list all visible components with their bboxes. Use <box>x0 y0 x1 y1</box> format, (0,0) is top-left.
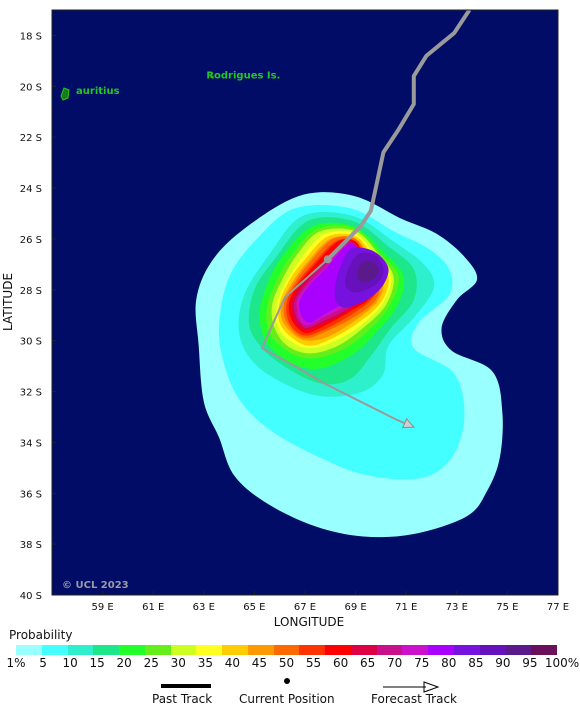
lat-tick-label: 26 S <box>20 235 42 246</box>
colorbar-label: 60 <box>332 656 349 670</box>
probability-contours <box>195 192 503 538</box>
forecast-track-line <box>261 258 415 429</box>
lon-tick-label: 61 E <box>142 602 164 613</box>
colorbar-swatch-2 <box>67 645 94 655</box>
colorbar-swatch-0 <box>16 645 42 655</box>
lat-tick-label: 22 S <box>20 133 42 144</box>
colorbar-swatch-4 <box>119 645 145 655</box>
land-masses <box>60 76 214 101</box>
colorbar-swatch-3 <box>93 645 120 655</box>
lat-tick-label: 40 S <box>20 591 42 602</box>
lat-tick-label: 18 S <box>20 31 42 42</box>
current-position-dot-icon <box>284 678 290 684</box>
colorbar-label: 15 <box>89 656 105 670</box>
lon-tick-label: 67 E <box>294 602 316 613</box>
colorbar-label: 85 <box>468 656 484 670</box>
lon-tick-label: 77 E <box>547 602 569 613</box>
colorbar-swatch-1 <box>41 645 68 655</box>
lat-tick-label: 36 S <box>20 489 42 500</box>
latitude-ticks: 18 S 20 S 22 S 24 S 26 S 28 S 30 S 32 S 34 S 36 S… <box>20 31 56 602</box>
past-track-line <box>326 8 472 261</box>
place-label-0: auritius <box>76 86 120 97</box>
colorbar-label: 50 <box>278 656 295 670</box>
y-axis-title: LATITUDE <box>1 273 15 331</box>
lat-tick-label: 32 S <box>20 388 42 399</box>
colorbar-swatch-12 <box>325 645 351 655</box>
storm-tracks <box>261 8 472 429</box>
colorbar-label: 10 <box>62 656 78 670</box>
x-axis-title: LONGITUDE <box>274 615 344 629</box>
mauritius-island <box>60 87 70 101</box>
lat-tick-label: 38 S <box>20 540 42 551</box>
colorbar-label: 70 <box>387 656 403 670</box>
colorbar-label: 30 <box>170 656 186 670</box>
longitude-ticks: 59 E 61 E 63 E 65 E 67 E 69 E 71 E 73 E 75 E 77 E <box>91 591 569 613</box>
colorbar-label: 25 <box>143 656 159 670</box>
colorbar-label: 75 <box>414 656 430 670</box>
colorbar-label: 100% <box>544 656 580 670</box>
colorbar-label: 5 <box>39 656 47 670</box>
colorbar-label: 95 <box>522 656 538 670</box>
lon-tick-label: 71 E <box>395 602 417 613</box>
lat-tick-label: 24 S <box>20 184 42 195</box>
colorbar-label: 1% <box>6 656 26 670</box>
past-track-line-icon <box>161 684 211 688</box>
colorbar-swatch-18 <box>479 645 506 655</box>
colorbar-swatch-7 <box>196 645 223 655</box>
forecast-track-arrow-icon <box>383 681 440 693</box>
contour-95-percent <box>357 260 379 283</box>
lon-tick-label: 65 E <box>243 602 265 613</box>
lon-tick-label: 59 E <box>91 602 113 613</box>
colorbar-swatch-20 <box>531 645 558 655</box>
probability-labels: 1% 5 10 15 20 25 30 35 40 45 50 55 60 65 70 75 80 85 90 95 1… <box>0 656 580 670</box>
colorbar-swatch-13 <box>350 645 377 655</box>
colorbar-swatch-19 <box>505 645 532 655</box>
lon-tick-label: 73 E <box>446 602 468 613</box>
current-position-key-label: Current Position <box>239 692 335 706</box>
probability-colorbar <box>16 645 558 655</box>
colorbar-label: 65 <box>360 656 376 670</box>
copyright-label: © UCL 2023 <box>62 580 129 591</box>
colorbar-swatch-11 <box>299 645 326 655</box>
past-track-key-label: Past Track <box>152 692 213 706</box>
colorbar-swatch-6 <box>170 645 197 655</box>
place-labels: auritius Rodrigues Is. <box>76 71 280 97</box>
lon-tick-label: 63 E <box>193 602 215 613</box>
lat-tick-label: 28 S <box>20 286 42 297</box>
place-label-1: Rodrigues Is. <box>206 71 280 82</box>
colorbar-label: 35 <box>197 656 213 670</box>
lat-tick-label: 30 S <box>20 337 42 348</box>
lat-tick-label: 34 S <box>20 438 42 449</box>
legend-title: Probability <box>9 628 73 642</box>
forecast-arrow-head <box>402 417 415 429</box>
current-position-marker <box>323 255 332 264</box>
colorbar-swatch-17 <box>454 645 480 655</box>
colorbar-swatch-8 <box>222 645 248 655</box>
colorbar-swatch-10 <box>273 645 300 655</box>
colorbar-swatch-16 <box>428 645 455 655</box>
forecast-track-key-label: Forecast Track <box>371 692 457 706</box>
lat-tick-label: 20 S <box>20 82 42 93</box>
colorbar-swatch-15 <box>402 645 429 655</box>
colorbar-label: 20 <box>116 656 132 670</box>
colorbar-swatch-14 <box>376 645 403 655</box>
colorbar-swatch-9 <box>247 645 274 655</box>
colorbar-label: 80 <box>441 656 457 670</box>
colorbar-label: 90 <box>495 656 511 670</box>
colorbar-swatch-5 <box>144 645 171 655</box>
colorbar-label: 45 <box>251 656 268 670</box>
lon-tick-label: 75 E <box>496 602 518 613</box>
rodrigues-island <box>210 76 214 78</box>
lon-tick-label: 69 E <box>344 602 366 613</box>
colorbar-label: 40 <box>224 656 241 670</box>
colorbar-label: 55 <box>305 656 322 670</box>
